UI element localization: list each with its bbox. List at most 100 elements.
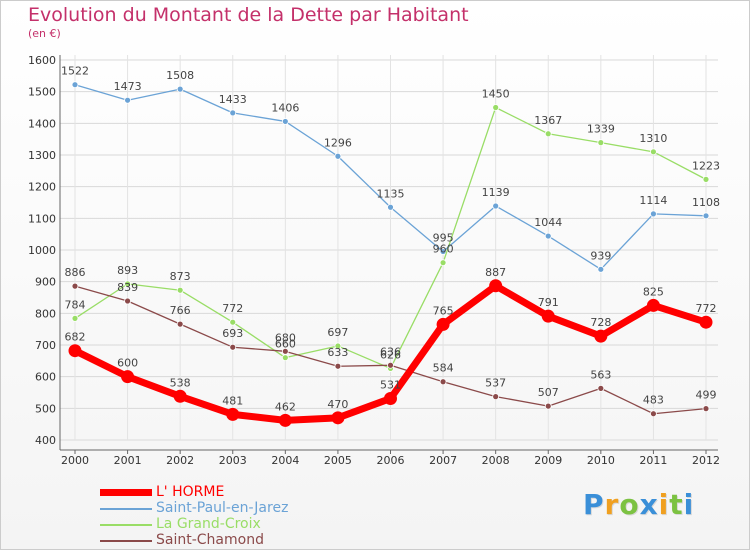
data-label: 772	[222, 302, 243, 315]
data-label: 765	[433, 304, 454, 317]
data-point	[229, 343, 237, 351]
data-point	[544, 232, 552, 240]
series-lines	[68, 81, 713, 427]
data-label: 1433	[219, 93, 247, 106]
data-point	[387, 361, 394, 369]
data-label: 633	[327, 346, 348, 359]
data-point	[597, 384, 605, 392]
data-point	[646, 298, 660, 312]
data-point	[334, 152, 342, 160]
x-tick-label: 2003	[219, 454, 247, 467]
legend-swatch	[100, 508, 152, 510]
data-point	[439, 259, 447, 267]
data-point	[334, 362, 342, 370]
y-tick-label: 1500	[28, 86, 56, 99]
legend-label: L' HORME	[156, 484, 225, 500]
data-label: 636	[380, 345, 401, 358]
x-tick-label: 2008	[482, 454, 510, 467]
data-label: 531	[380, 379, 401, 392]
y-tick-label: 1000	[28, 244, 56, 257]
y-tick-label: 700	[35, 339, 56, 352]
data-label: 682	[65, 331, 86, 344]
data-label: 483	[643, 394, 664, 407]
data-label: 499	[696, 389, 717, 402]
data-label: 1223	[692, 159, 720, 172]
data-point	[650, 148, 657, 156]
data-point	[439, 378, 447, 386]
data-label: 960	[433, 243, 454, 256]
y-tick-label: 500	[35, 402, 56, 415]
data-label: 697	[327, 326, 348, 339]
data-point	[176, 286, 184, 294]
legend-swatch	[100, 524, 152, 526]
data-point	[702, 175, 710, 183]
data-label: 470	[327, 398, 348, 411]
data-label: 1139	[482, 186, 510, 199]
data-point	[439, 248, 447, 255]
x-tick-label: 2000	[61, 454, 89, 467]
data-point	[489, 279, 503, 293]
data-point	[702, 212, 710, 220]
y-tick-label: 1600	[28, 54, 56, 67]
y-tick-label: 1300	[28, 149, 56, 162]
data-point	[650, 210, 657, 218]
data-label: 538	[170, 376, 191, 389]
y-tick-label: 1200	[28, 181, 56, 194]
data-label: 1508	[166, 69, 194, 82]
data-label: 873	[170, 270, 191, 283]
y-tick-label: 1100	[28, 212, 56, 225]
legend-swatch	[100, 540, 152, 542]
x-tick-label: 2002	[166, 454, 194, 467]
data-label: 1450	[482, 88, 510, 101]
axes: 400 500 600 700 800 900 1000 1100 1200 1300 1400 15…	[28, 54, 720, 467]
data-label: 766	[170, 304, 191, 317]
x-tick-label: 2012	[692, 454, 720, 467]
y-tick-label: 900	[35, 276, 56, 289]
logo-letter: o	[619, 488, 640, 521]
legend-swatch	[100, 489, 152, 496]
data-point	[281, 354, 289, 362]
data-point	[541, 309, 555, 323]
data-point	[334, 342, 342, 350]
data-label: 1522	[61, 65, 89, 78]
chart-subtitle: (en €)	[28, 27, 61, 40]
data-label: 784	[65, 298, 86, 311]
data-label: 680	[275, 331, 296, 344]
x-tick-label: 2006	[377, 454, 405, 467]
data-point	[387, 203, 394, 211]
grid	[60, 55, 718, 441]
y-tick-label: 400	[35, 434, 56, 447]
data-label: 772	[696, 302, 717, 315]
data-label: 507	[538, 386, 559, 399]
data-point	[597, 139, 605, 147]
data-point	[650, 410, 657, 418]
data-label: 481	[222, 394, 243, 407]
legend-label: Saint-Paul-en-Jarez	[156, 500, 289, 516]
data-label: 893	[117, 264, 138, 277]
data-point	[278, 413, 292, 427]
data-label: 626	[380, 348, 401, 361]
data-point	[124, 280, 131, 288]
data-label: 728	[590, 316, 611, 329]
data-label: 1310	[639, 132, 667, 145]
chart-title: Evolution du Montant de la Dette par Hab…	[28, 4, 469, 26]
data-point	[121, 370, 135, 384]
data-label: 939	[590, 249, 611, 262]
data-label: 563	[590, 368, 611, 381]
data-label: 1114	[639, 194, 667, 207]
data-point	[176, 320, 184, 328]
x-tick-label: 2007	[429, 454, 457, 467]
data-point	[281, 118, 289, 125]
data-label: 693	[222, 327, 243, 340]
legend-label: Saint-Chamond	[156, 532, 264, 548]
data-label: 1296	[324, 136, 352, 149]
x-tick-label: 2001	[114, 454, 142, 467]
data-label: 791	[538, 296, 559, 309]
data-point	[492, 202, 500, 210]
logo-letter: P	[583, 488, 605, 521]
data-label: 600	[117, 357, 138, 370]
data-point	[702, 405, 710, 413]
data-point	[124, 297, 131, 305]
data-point	[597, 265, 605, 273]
data-point	[176, 85, 184, 93]
